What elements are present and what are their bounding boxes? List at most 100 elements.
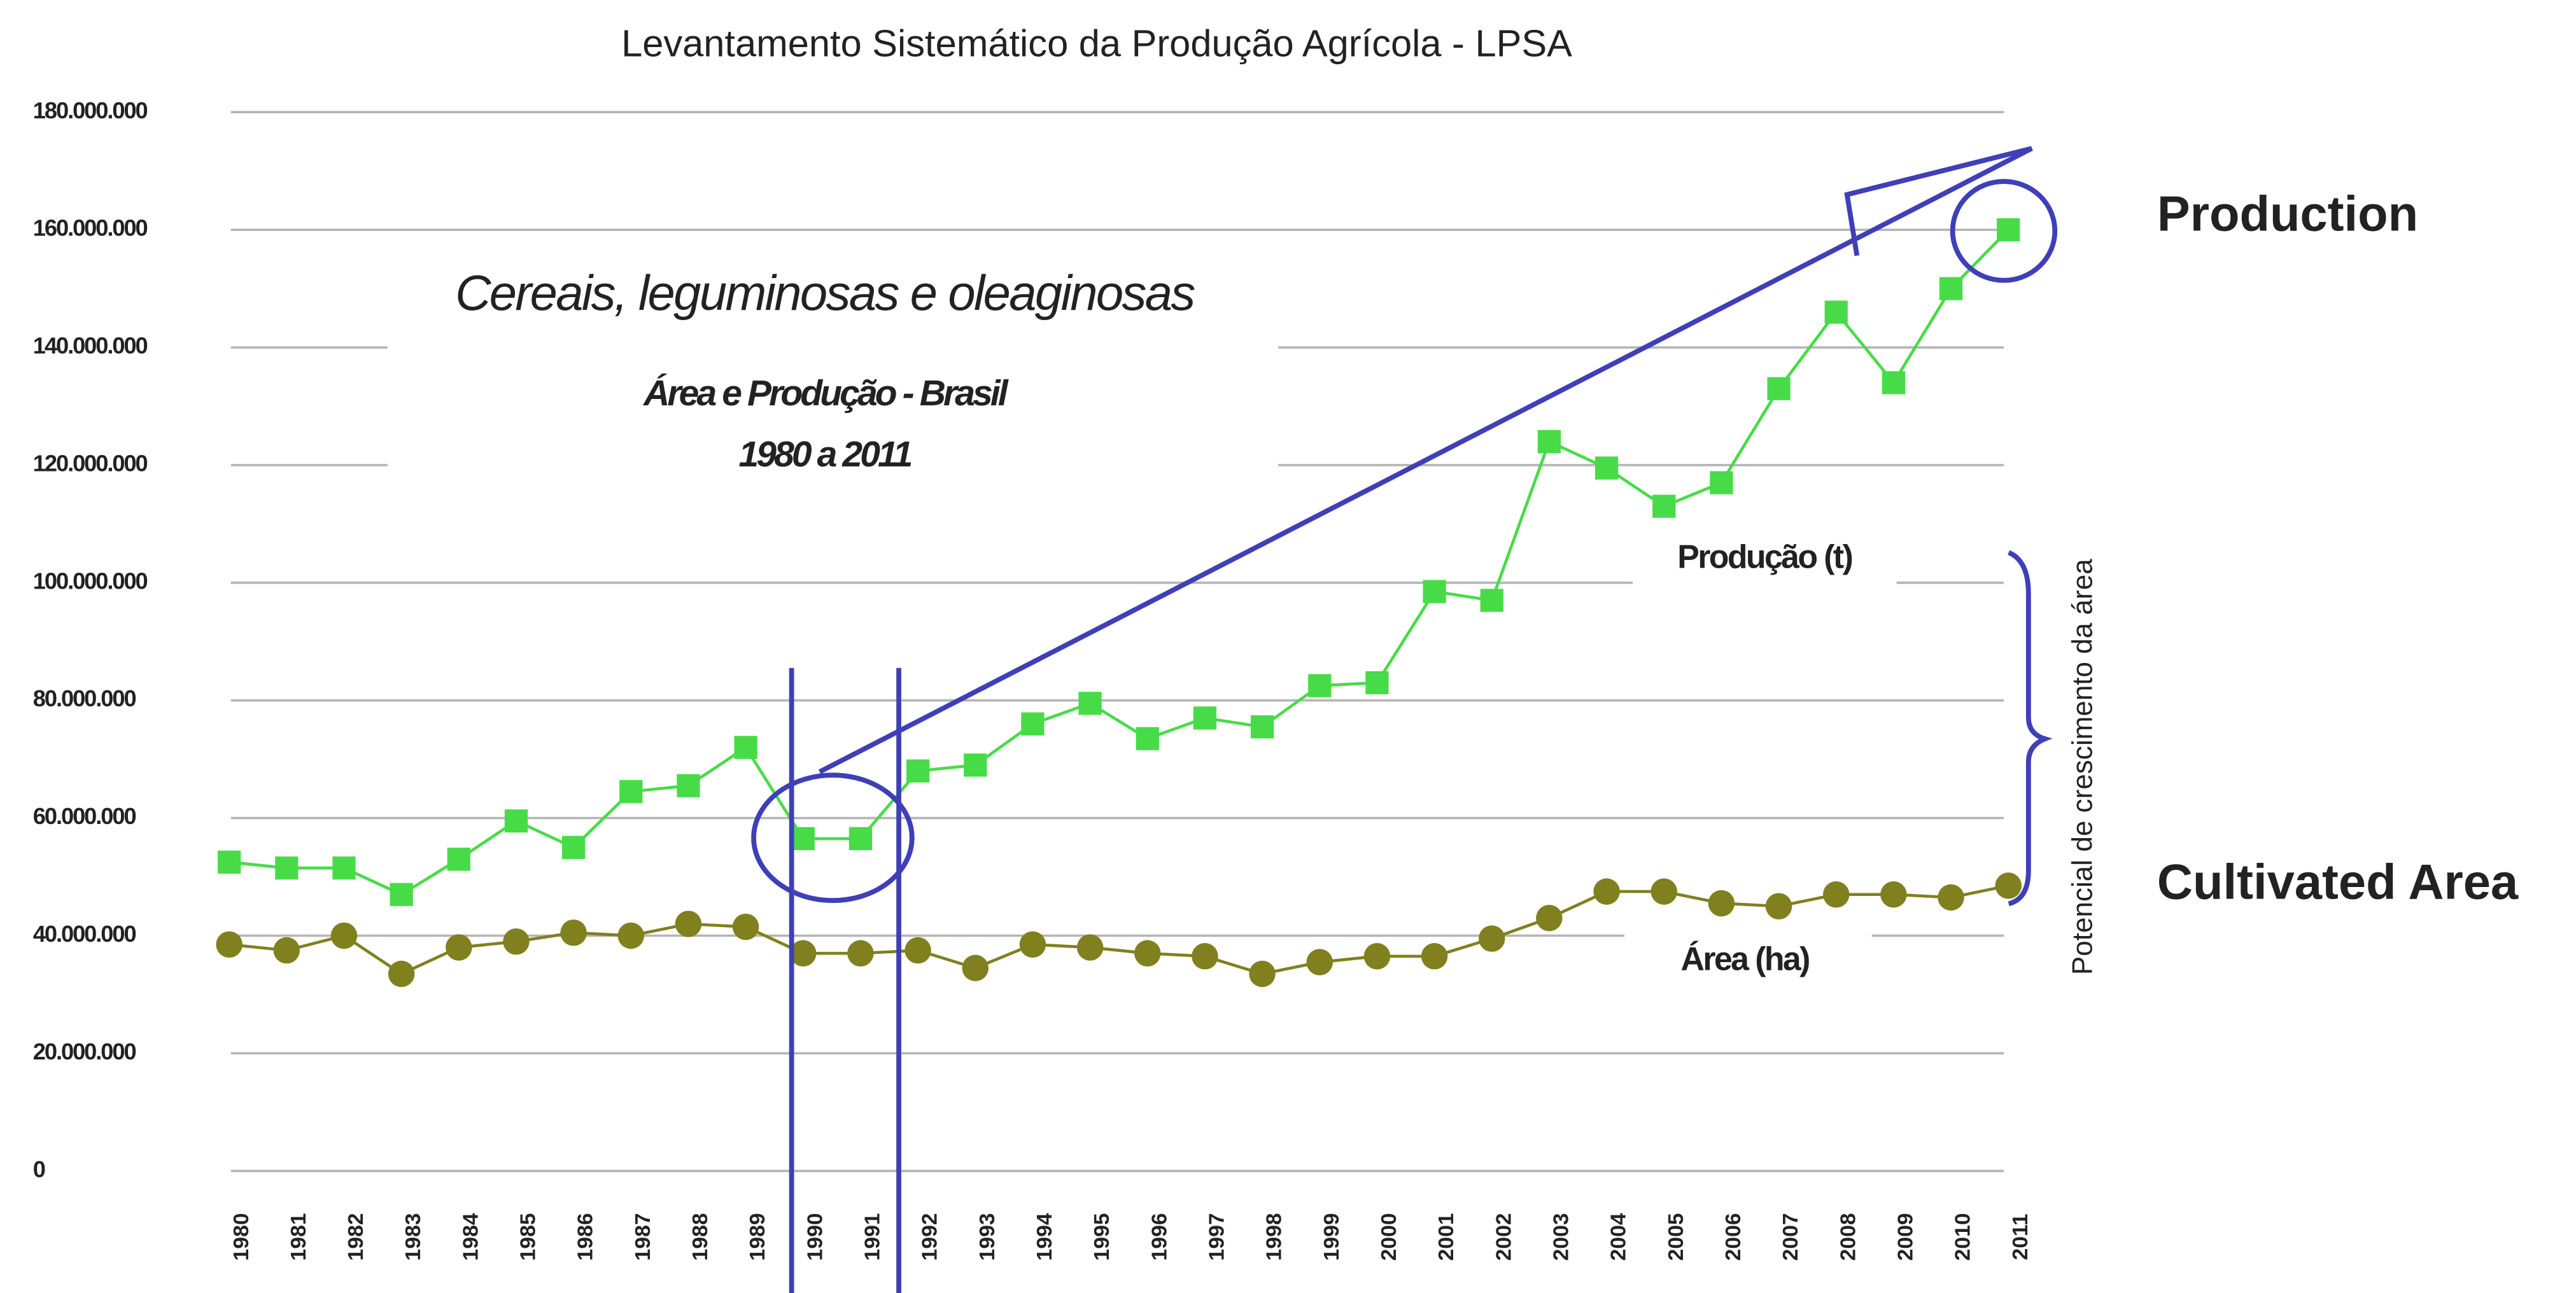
data-point xyxy=(560,919,587,946)
data-point xyxy=(791,827,815,851)
legend-label: Área (ha) xyxy=(1681,940,1810,977)
data-point xyxy=(847,940,874,967)
x-tick-label: 1994 xyxy=(1033,1213,1057,1261)
chart-title: Levantamento Sistemático da Produção Agr… xyxy=(621,22,1572,64)
y-tick-label: 20.000.000 xyxy=(33,1038,136,1065)
data-point xyxy=(561,835,586,859)
x-tick-label: 2010 xyxy=(1952,1213,1975,1261)
data-point xyxy=(619,779,643,804)
x-tick-label: 1989 xyxy=(746,1213,770,1261)
x-tick-label: 1982 xyxy=(344,1213,368,1261)
x-tick-label: 1986 xyxy=(574,1213,598,1261)
data-point xyxy=(332,856,356,880)
data-point xyxy=(675,911,702,937)
data-point xyxy=(734,736,757,759)
data-point xyxy=(790,940,817,967)
y-tick-label: 140.000.000 xyxy=(33,333,148,359)
data-point xyxy=(447,848,470,871)
x-tick-label: 1987 xyxy=(631,1213,655,1261)
blue-annotations xyxy=(751,146,2058,1293)
data-point xyxy=(216,931,243,958)
data-point xyxy=(1134,940,1161,967)
x-tick-label: 2000 xyxy=(1377,1213,1401,1261)
data-point xyxy=(446,934,472,961)
data-point xyxy=(1249,960,1276,988)
x-tick-label: 1984 xyxy=(459,1213,482,1261)
x-tick-label: 1990 xyxy=(803,1213,827,1261)
x-tick-label: 2005 xyxy=(1665,1213,1688,1261)
data-point xyxy=(1423,580,1446,603)
data-point xyxy=(1938,884,1964,911)
data-point xyxy=(1939,277,1963,300)
x-tick-label: 2004 xyxy=(1607,1213,1631,1261)
chart-subtitle: Cereais, leguminosas e oleaginosas xyxy=(455,266,1195,321)
x-tick-label: 1985 xyxy=(517,1213,540,1261)
data-point xyxy=(1308,674,1332,697)
data-point xyxy=(1076,934,1104,961)
data-point xyxy=(1306,949,1333,975)
label-backdrop xyxy=(1624,933,1872,990)
data-point xyxy=(1652,494,1676,518)
y-tick-label: 120.000.000 xyxy=(33,450,148,476)
x-tick-label: 1988 xyxy=(689,1213,712,1261)
data-point xyxy=(848,827,873,851)
y-tick-label: 100.000.000 xyxy=(33,568,148,594)
x-tick-label: 2008 xyxy=(1836,1213,1860,1261)
data-point xyxy=(1822,881,1850,908)
annotation: 1980 a 2011 xyxy=(738,434,911,475)
data-point xyxy=(1250,715,1274,739)
data-point xyxy=(906,759,930,783)
data-point xyxy=(1997,218,2020,242)
data-point xyxy=(1421,943,1448,970)
data-point xyxy=(1480,589,1503,612)
data-point xyxy=(677,774,700,797)
y-tick-label: 0 xyxy=(33,1156,45,1182)
x-tick-label: 2011 xyxy=(2009,1213,2032,1260)
x-tick-label: 2002 xyxy=(1492,1213,1516,1261)
x-tick-label: 1995 xyxy=(1090,1213,1114,1261)
x-tick-label: 1980 xyxy=(230,1213,253,1261)
data-point xyxy=(1193,706,1217,730)
data-point xyxy=(1021,712,1045,736)
data-point xyxy=(1192,943,1218,970)
x-tick-label: 2007 xyxy=(1779,1213,1803,1261)
data-point xyxy=(1594,456,1619,480)
x-tick-label: 2003 xyxy=(1550,1213,1573,1261)
x-tick-label: 2006 xyxy=(1722,1213,1745,1261)
annotation: Potencial de crescimento da área xyxy=(2067,559,2099,975)
data-point xyxy=(1708,890,1735,917)
data-point xyxy=(1710,471,1733,494)
x-tick-label: 2001 xyxy=(1435,1213,1458,1261)
x-tick-label: 1998 xyxy=(1263,1213,1286,1261)
x-tick-label: 1997 xyxy=(1206,1213,1229,1261)
annotation: Área e Produção - Brasil xyxy=(642,373,1009,414)
highlight-circle xyxy=(1950,179,2058,283)
x-tick-label: 1996 xyxy=(1148,1213,1171,1261)
data-point xyxy=(1593,878,1620,905)
data-point xyxy=(1765,893,1792,919)
data-point xyxy=(390,883,413,906)
label-backdrop xyxy=(1633,531,1897,587)
x-tick-label: 1993 xyxy=(976,1213,999,1261)
x-tick-label: 1999 xyxy=(1320,1213,1344,1261)
data-point xyxy=(962,954,989,982)
data-point xyxy=(1363,943,1391,970)
data-point xyxy=(1536,904,1563,932)
data-point xyxy=(1880,881,1907,908)
data-point xyxy=(1882,371,1906,395)
data-point xyxy=(964,753,987,777)
y-tick-label: 80.000.000 xyxy=(33,685,136,711)
data-point xyxy=(504,809,528,833)
growth-arrow xyxy=(818,146,2033,774)
x-tick-label: 1983 xyxy=(402,1213,425,1261)
marks-layer xyxy=(216,218,2022,988)
data-point xyxy=(388,960,415,988)
data-point xyxy=(1479,925,1505,952)
data-point xyxy=(218,850,241,874)
data-point xyxy=(904,937,931,964)
x-tick-label: 1991 xyxy=(861,1213,885,1261)
y-tick-label: 180.000.000 xyxy=(33,97,148,123)
x-tick-label: 1981 xyxy=(287,1213,311,1261)
data-point xyxy=(273,937,300,964)
